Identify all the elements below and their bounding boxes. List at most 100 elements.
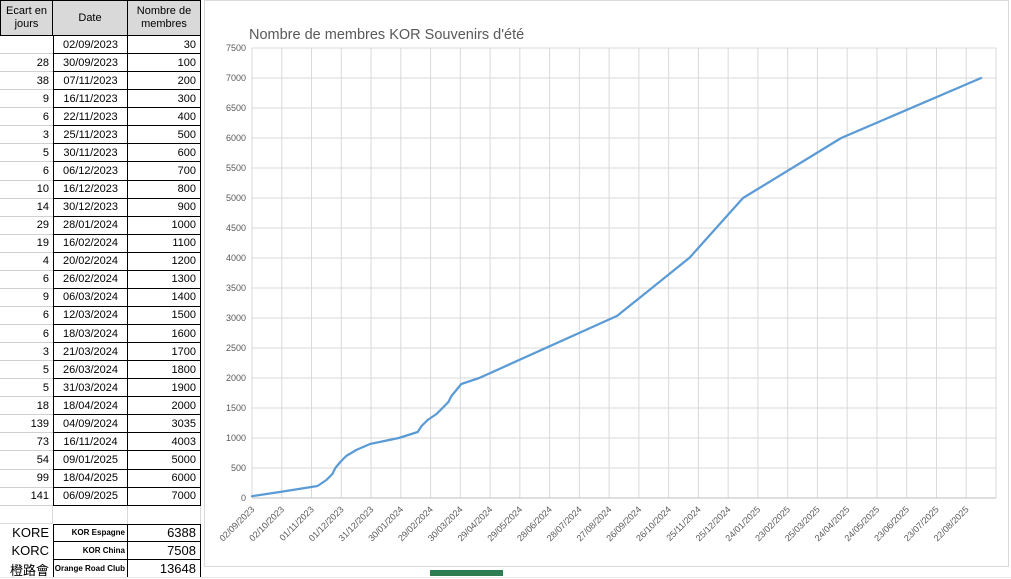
cell-ecart[interactable]: 54 <box>0 451 53 470</box>
header-ecart[interactable]: Ecart en jours <box>0 0 53 36</box>
cell-membres[interactable]: 4003 <box>128 433 201 452</box>
header-membres[interactable]: Nombre de membres <box>128 0 201 36</box>
cell-membres[interactable]: 3035 <box>128 415 201 434</box>
cell-membres[interactable]: 2000 <box>128 397 201 416</box>
cell-ecart[interactable]: 5 <box>0 379 53 398</box>
cell-date[interactable]: 04/09/2024 <box>53 415 128 434</box>
cell-date[interactable]: 07/11/2023 <box>53 72 128 91</box>
cell-membres[interactable]: 1200 <box>128 252 201 271</box>
cell-date[interactable]: 02/09/2023 <box>53 36 128 55</box>
cell-date[interactable]: 16/11/2024 <box>53 433 128 452</box>
cell-membres[interactable]: 1900 <box>128 379 201 398</box>
cell-ecart[interactable]: 9 <box>0 90 53 109</box>
cell-membres[interactable]: 5000 <box>128 451 201 470</box>
cell-membres[interactable]: 1400 <box>128 288 201 307</box>
cell-ecart[interactable]: 5 <box>0 144 53 163</box>
cell-date[interactable]: 18/04/2025 <box>53 469 128 488</box>
cell-date[interactable]: 30/09/2023 <box>53 54 128 73</box>
cell-ecart[interactable]: 6 <box>0 325 53 344</box>
cell-ecart[interactable]: 139 <box>0 415 53 434</box>
cell-membres[interactable]: 900 <box>128 198 201 217</box>
cell-date[interactable]: 20/02/2024 <box>53 252 128 271</box>
cell-membres[interactable]: 300 <box>128 90 201 109</box>
cell-ecart[interactable]: 3 <box>0 126 53 145</box>
cell-club-count[interactable]: 6388 <box>128 523 201 542</box>
cell-ecart[interactable]: 29 <box>0 217 53 235</box>
table-row: 29 28/01/2024 1000 <box>0 216 201 235</box>
cell-date[interactable]: 16/12/2023 <box>53 180 128 199</box>
cell-date[interactable]: 18/03/2024 <box>53 325 128 344</box>
cell-date[interactable]: 16/11/2023 <box>53 90 128 109</box>
cell-ecart[interactable]: 99 <box>0 470 53 488</box>
cell-club-name[interactable]: KOR Espagne <box>53 523 128 542</box>
cell-membres[interactable]: 600 <box>128 144 201 163</box>
cell-membres[interactable]: 1500 <box>128 306 201 325</box>
table-row: 4 20/02/2024 1200 <box>0 252 201 271</box>
cell-ecart[interactable]: 28 <box>0 54 53 73</box>
cell-ecart[interactable]: 19 <box>0 235 53 253</box>
cell-membres[interactable]: 800 <box>128 180 201 199</box>
cell-membres[interactable]: 1100 <box>128 234 201 253</box>
cell-date[interactable]: 26/02/2024 <box>53 270 128 289</box>
table-row: 141 06/09/2025 7000 <box>0 487 201 506</box>
y-tick-label: 0 <box>241 493 246 503</box>
cell-membres[interactable]: 200 <box>128 72 201 91</box>
cell-ecart[interactable]: 3 <box>0 343 53 362</box>
cell-membres[interactable]: 6000 <box>128 469 201 488</box>
cell-date[interactable]: 12/03/2024 <box>53 306 128 325</box>
cell-date[interactable]: 30/11/2023 <box>53 144 128 163</box>
cell-ecart[interactable]: 9 <box>0 289 53 307</box>
cell-membres[interactable]: 1000 <box>128 216 201 235</box>
cell-ecart[interactable]: 14 <box>0 199 53 217</box>
cell-ecart[interactable]: 73 <box>0 433 53 452</box>
table-row: 18 18/04/2024 2000 <box>0 397 201 416</box>
cell-ecart[interactable]: 4 <box>0 253 53 271</box>
cell-date[interactable]: 16/02/2024 <box>53 234 128 253</box>
cell-date[interactable]: 06/03/2024 <box>53 288 128 307</box>
cell-date[interactable]: 26/03/2024 <box>53 361 128 380</box>
cell-date[interactable]: 09/01/2025 <box>53 451 128 470</box>
cell-date[interactable]: 31/03/2024 <box>53 379 128 398</box>
cell-date[interactable]: 25/11/2023 <box>53 126 128 145</box>
cell-club-name[interactable]: Orange Road Club <box>53 559 128 579</box>
scrollbar-thumb[interactable] <box>430 570 503 576</box>
cell-ecart[interactable]: 10 <box>0 181 53 199</box>
cell-date[interactable]: 06/09/2025 <box>53 487 128 506</box>
cell-date[interactable]: 21/03/2024 <box>53 343 128 362</box>
cell-club-count[interactable]: 13648 <box>128 559 201 579</box>
cell-membres[interactable]: 1600 <box>128 325 201 344</box>
cell-club-count[interactable]: 7508 <box>128 541 201 560</box>
cell-membres[interactable]: 100 <box>128 54 201 73</box>
cell-club-code[interactable]: 橙路會 <box>9 562 49 578</box>
cell-ecart[interactable]: 18 <box>0 397 53 416</box>
cell-ecart[interactable] <box>0 36 53 55</box>
cell-ecart[interactable]: 6 <box>0 108 53 127</box>
member-count-line[interactable] <box>250 76 983 498</box>
cell-club-code[interactable]: KORE <box>12 525 49 541</box>
cell-date[interactable]: 18/04/2024 <box>53 397 128 416</box>
cell-ecart[interactable]: 6 <box>0 271 53 289</box>
member-table: Ecart en jours Date Nombre de membres 02… <box>0 0 201 506</box>
cell-membres[interactable]: 1700 <box>128 343 201 362</box>
cell-membres[interactable]: 7000 <box>128 487 201 506</box>
cell-membres[interactable]: 30 <box>128 36 201 55</box>
cell-membres[interactable]: 1300 <box>128 270 201 289</box>
cell-date[interactable]: 28/01/2024 <box>53 216 128 235</box>
member-growth-chart[interactable]: Nombre de membres KOR Souvenirs d'été 0 5… <box>204 0 1009 567</box>
cell-ecart[interactable]: 141 <box>0 488 53 506</box>
cell-date[interactable]: 06/12/2023 <box>53 162 128 181</box>
cell-club-code[interactable]: KORC <box>11 543 49 559</box>
cell-ecart[interactable]: 5 <box>0 361 53 380</box>
header-date[interactable]: Date <box>53 0 128 36</box>
cell-ecart[interactable]: 6 <box>0 307 53 325</box>
cell-ecart[interactable]: 38 <box>0 72 53 91</box>
cell-date[interactable]: 22/11/2023 <box>53 108 128 127</box>
cell-membres[interactable]: 500 <box>128 126 201 145</box>
cell-ecart[interactable]: 6 <box>0 162 53 181</box>
cell-date[interactable]: 30/12/2023 <box>53 198 128 217</box>
cell-membres[interactable]: 400 <box>128 108 201 127</box>
cell-membres[interactable]: 1800 <box>128 361 201 380</box>
cell-club-name[interactable]: KOR China <box>53 541 128 560</box>
y-tick-label: 1500 <box>226 403 246 413</box>
cell-membres[interactable]: 700 <box>128 162 201 181</box>
